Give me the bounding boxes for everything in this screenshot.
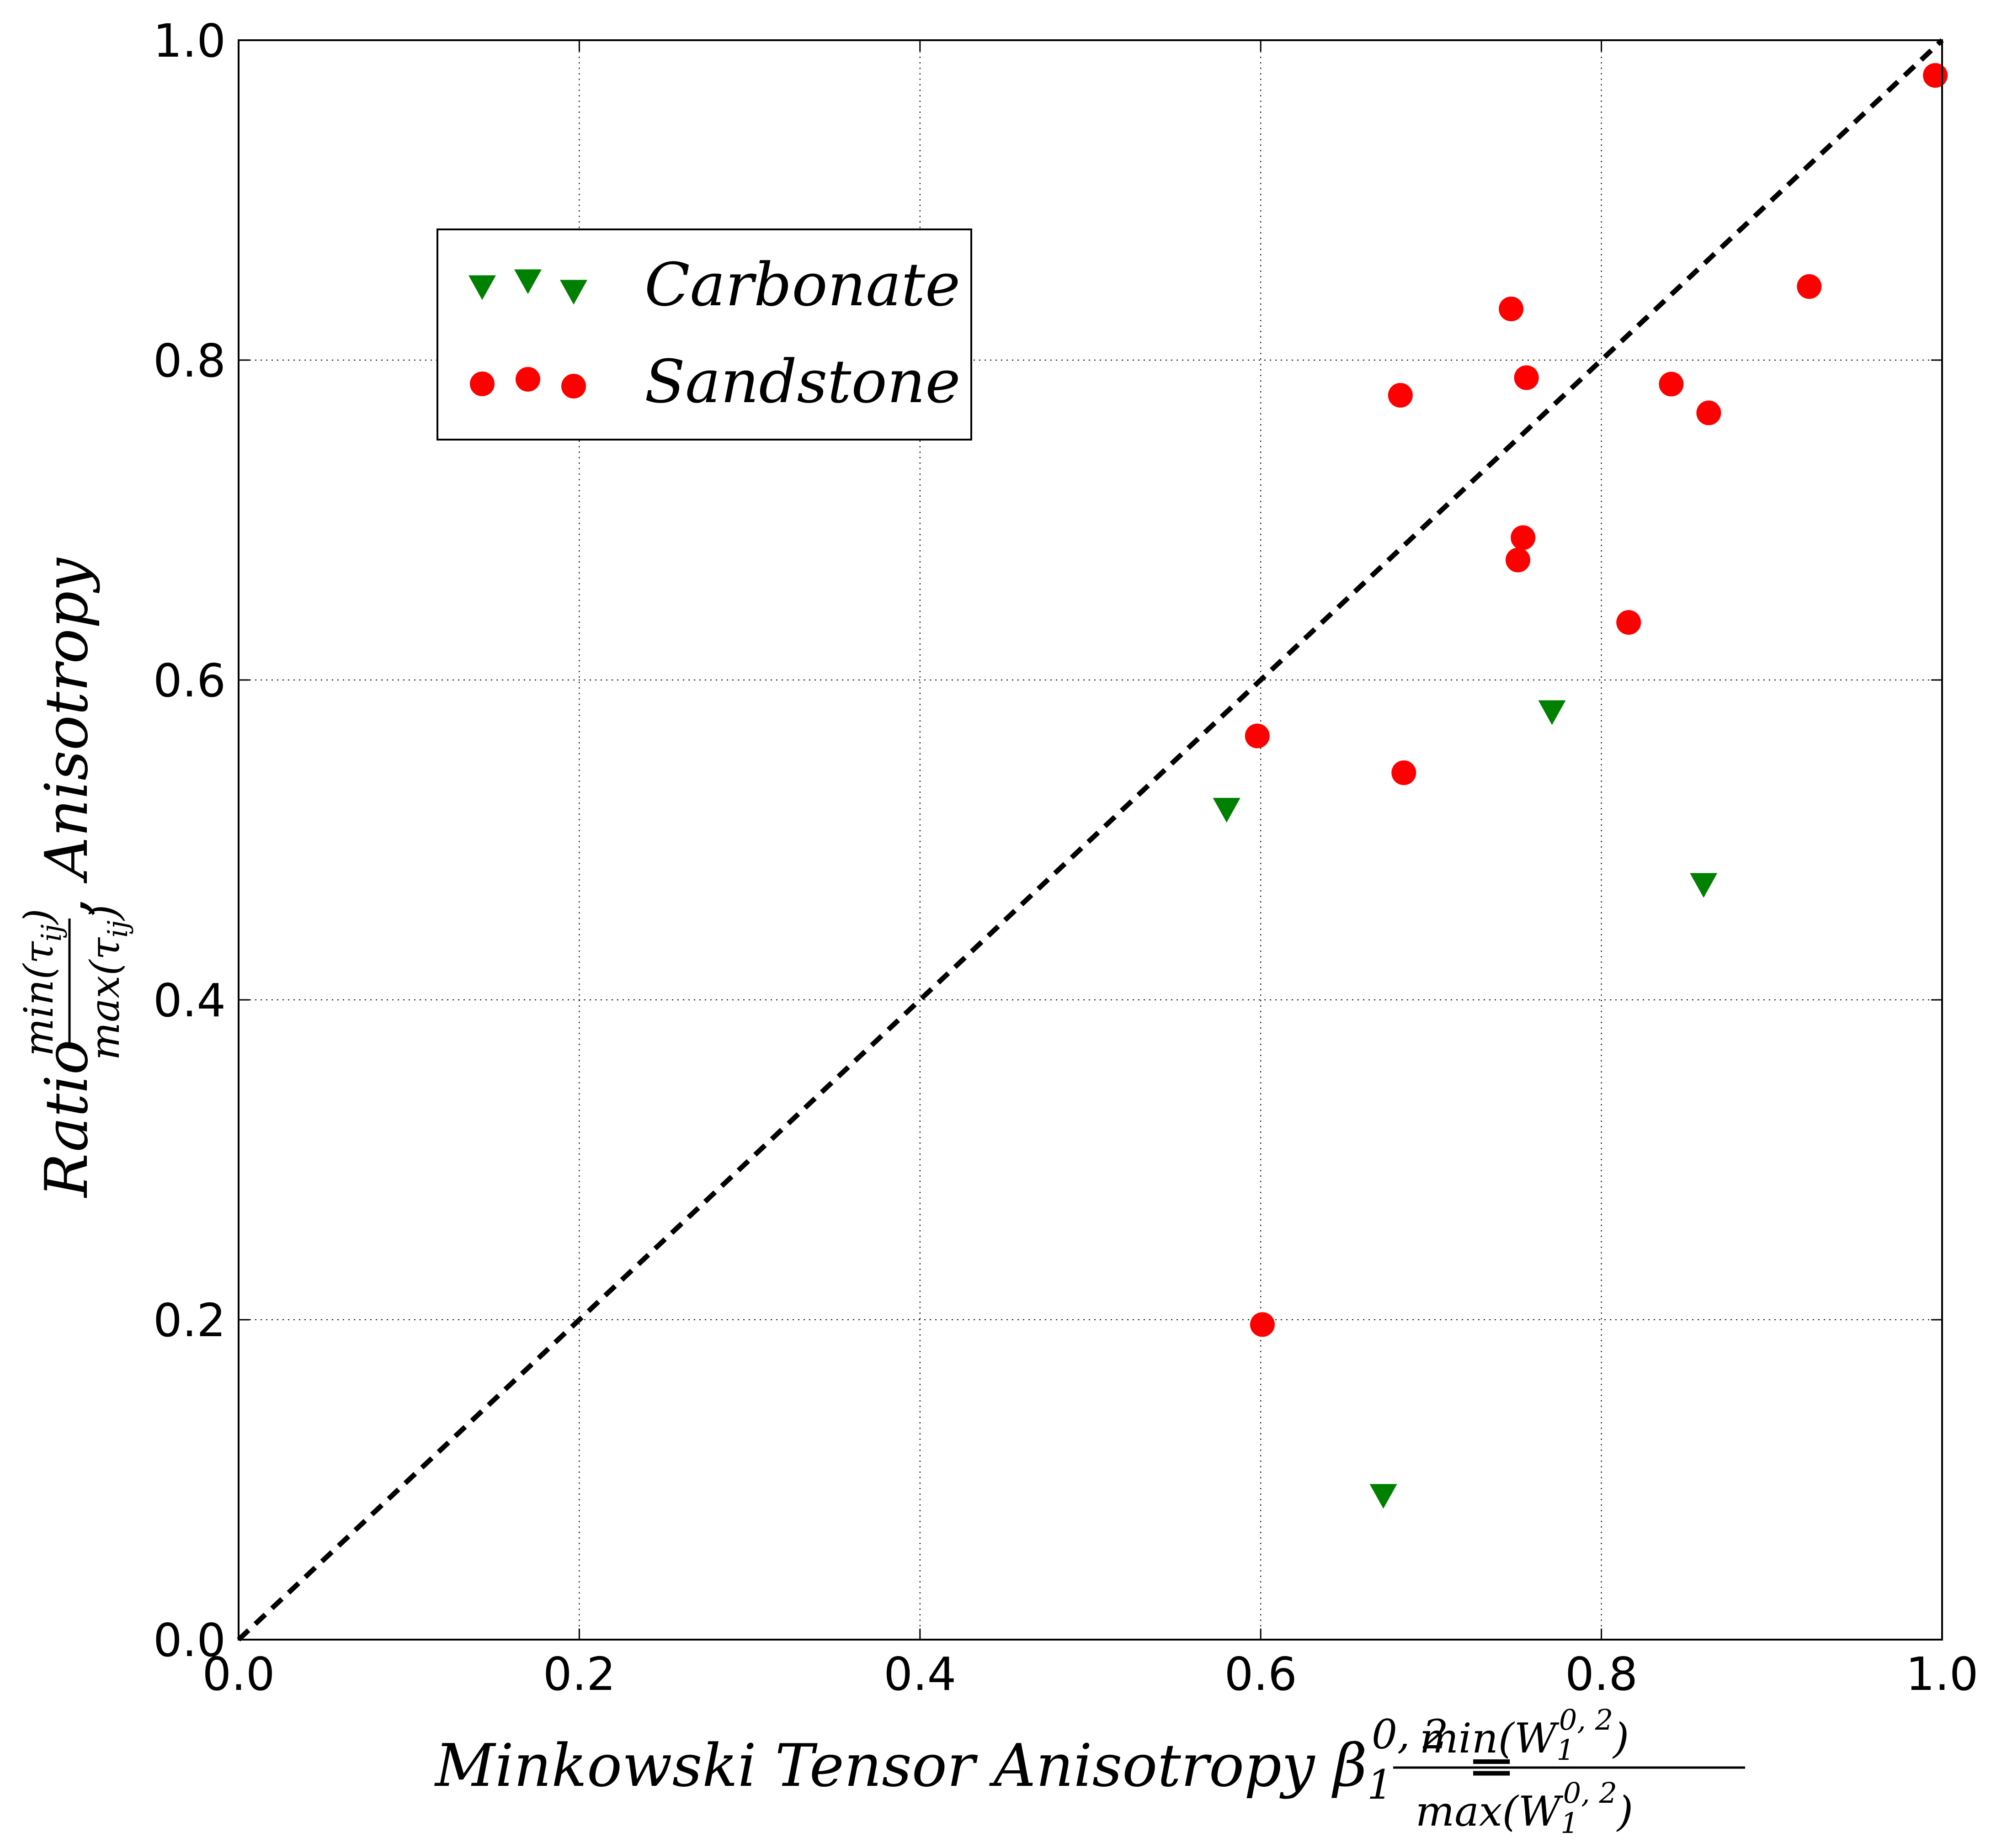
x-tick-label: 0.8 [1565, 1647, 1638, 1701]
sandstone-point [1499, 297, 1524, 321]
sandstone-point [1511, 525, 1536, 550]
x-tick-label: 0.0 [202, 1647, 275, 1701]
data-points [1213, 63, 1948, 1509]
x-axis-label-sup: 0, 2 [1372, 1711, 1448, 1758]
legend: Carbonate Sandstone [437, 228, 972, 441]
legend-marker-sandstone [470, 367, 586, 398]
y-axis-label-num-end: ) [15, 908, 62, 925]
y-axis-label-prefix: Ratio [33, 1040, 101, 1198]
legend-marker-carbonate [468, 269, 587, 305]
y-axis-label-den-end: ) [81, 905, 128, 921]
sandstone-point [1514, 365, 1539, 390]
svg-text:Ratio: Ratio [33, 1040, 101, 1198]
y-tick-label: 0.2 [153, 1294, 226, 1347]
legend-box [437, 228, 972, 441]
carbonate-point [1369, 1484, 1397, 1509]
x-axis-label-num-end: ) [1612, 1715, 1629, 1763]
legend-carbonate-marker [560, 280, 587, 305]
x-axis-label-sub: 1 [1367, 1761, 1393, 1808]
x-axis-label: Minkowski Tensor Anisotropy β10, 2 = min… [434, 1703, 1745, 1840]
y-axis-label-num: min(τ [15, 941, 62, 1057]
svg-text:min(τij): min(τij) [15, 908, 68, 1056]
legend-label-sandstone: Sandstone [644, 347, 960, 416]
x-tick-label: 0.4 [884, 1647, 956, 1701]
legend-sandstone-marker [561, 374, 586, 398]
y-axis-label-num-sub: ij [36, 924, 68, 942]
svg-text:, Anisotropy: , Anisotropy [33, 557, 101, 916]
x-tick-label: 0.2 [543, 1647, 616, 1701]
sandstone-point [1797, 274, 1822, 299]
plot-frame [238, 39, 1943, 1641]
legend-label-carbonate: Carbonate [644, 250, 960, 319]
grid-lines [239, 40, 1942, 1640]
sandstone-point [1616, 610, 1641, 635]
y-axis-label-den-sub: ij [102, 920, 134, 938]
sandstone-point [1245, 723, 1270, 749]
carbonate-point [1213, 798, 1240, 823]
diagonal-reference-line [237, 38, 1944, 1642]
sandstone-point [1505, 547, 1530, 573]
x-axis-label-num: min(W [1420, 1715, 1560, 1763]
sandstone-point [1250, 1312, 1275, 1337]
x-axis-label-num-sup: 0, 2 [1559, 1703, 1613, 1736]
y-axis-label-suffix: , Anisotropy [33, 557, 101, 916]
sandstone-point [1923, 63, 1948, 88]
x-axis-label-den-sub: 1 [1560, 1806, 1578, 1840]
carbonate-point [1538, 700, 1566, 725]
legend-sandstone-marker [470, 372, 495, 396]
y-tick-label: 1.0 [153, 14, 226, 68]
sandstone-point [1391, 760, 1416, 785]
svg-text:max(τij): max(τij) [81, 905, 134, 1061]
y-tick-label: 0.4 [153, 974, 226, 1027]
x-tick-label: 0.6 [1224, 1647, 1297, 1701]
svg-text:max(W10, 2): max(W10, 2) [1416, 1776, 1633, 1840]
sandstone-point [1388, 383, 1413, 408]
carbonate-point [1690, 873, 1718, 898]
y-tick-label: 0.0 [153, 1614, 226, 1667]
y-tick-label: 0.6 [153, 654, 226, 707]
svg-text:min(W10, 2): min(W10, 2) [1420, 1703, 1629, 1767]
x-axis-label-den-sup: 0, 2 [1563, 1776, 1617, 1810]
x-axis-label-eq: = [1448, 1732, 1516, 1800]
sandstone-point [1696, 400, 1721, 425]
svg-text:Minkowski Tensor Anisotropy β1: Minkowski Tensor Anisotropy β10, 2 = [434, 1711, 1516, 1808]
y-axis-label-den: max(τ [81, 937, 128, 1060]
x-tick-label: 1.0 [1906, 1647, 1978, 1701]
legend-carbonate-marker [468, 275, 496, 300]
x-axis-label-prefix: Minkowski Tensor Anisotropy β [434, 1732, 1367, 1800]
y-axis-label: Ratio min(τij) max(τij) , Anisotropy [15, 557, 134, 1198]
x-axis-label-num-sub: 1 [1556, 1733, 1574, 1767]
x-axis-label-den-end: ) [1616, 1788, 1633, 1836]
x-axis-label-den: max(W [1416, 1788, 1564, 1836]
sandstone-point [1659, 372, 1684, 397]
y-tick-label: 0.8 [153, 334, 226, 388]
legend-sandstone-marker [516, 367, 540, 392]
axis-ticks: 0.0 0.2 0.4 0.6 0.8 1.0 0.0 0.2 0.4 0.6 0.8 1.0 [153, 14, 1979, 1701]
legend-carbonate-marker [514, 269, 542, 294]
